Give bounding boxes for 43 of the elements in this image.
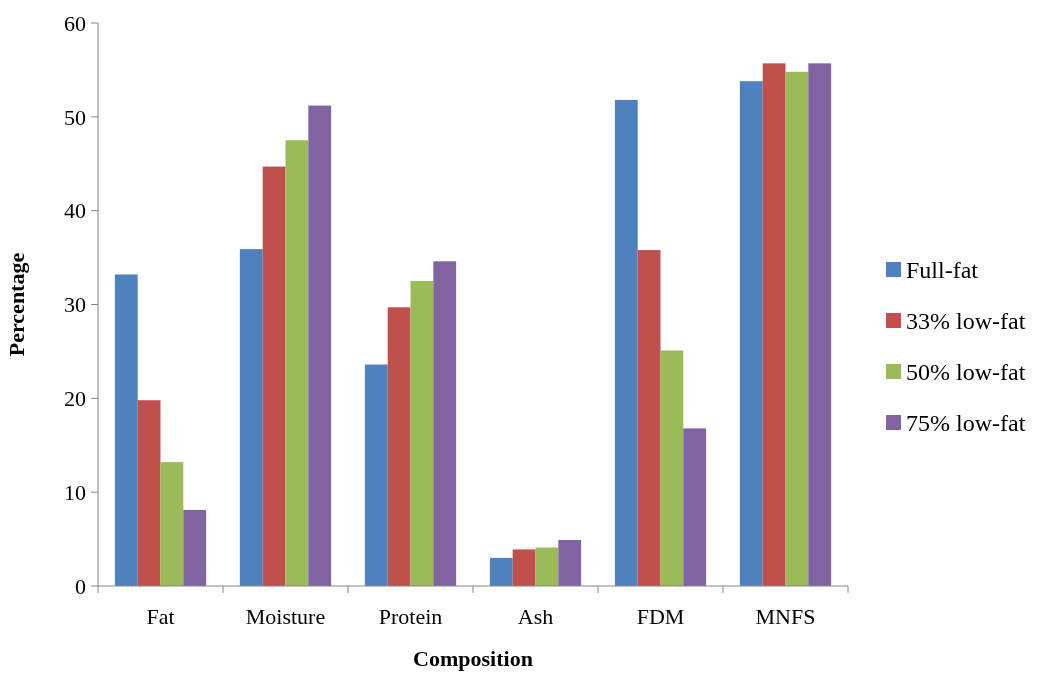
y-tick-label: 50 xyxy=(64,104,86,130)
bar xyxy=(387,307,411,586)
bar xyxy=(808,63,832,586)
bar xyxy=(512,549,536,586)
bar xyxy=(160,462,184,586)
y-tick-label: 30 xyxy=(64,292,86,318)
bar xyxy=(137,400,161,586)
x-tick-label: Protein xyxy=(378,604,443,629)
bar xyxy=(433,261,457,586)
bar xyxy=(762,63,786,586)
legend-label: 33% low-fat xyxy=(906,308,1026,335)
x-tick-label: MNFS xyxy=(755,604,816,629)
legend-label: 50% low-fat xyxy=(906,359,1026,386)
x-axis-title: Composition xyxy=(413,646,533,671)
bar xyxy=(308,105,332,586)
bar xyxy=(183,510,207,586)
legend-label: Full-fat xyxy=(906,257,979,284)
bar xyxy=(262,166,286,586)
y-axis-title: Percentage xyxy=(4,252,29,357)
x-tick-label: Moisture xyxy=(245,604,326,629)
bar xyxy=(785,71,809,586)
y-tick-label: 40 xyxy=(64,198,86,224)
bar xyxy=(489,557,513,586)
bar xyxy=(285,140,309,586)
bar xyxy=(364,364,388,586)
bar xyxy=(558,540,582,586)
bar xyxy=(239,249,263,586)
bar xyxy=(535,547,559,586)
x-tick-label: Fat xyxy=(146,604,175,629)
y-tick-label: 60 xyxy=(64,10,86,36)
bar xyxy=(114,274,138,586)
bar xyxy=(410,281,434,586)
y-tick-label: 0 xyxy=(75,573,86,599)
bar xyxy=(739,81,763,586)
y-tick-label: 20 xyxy=(64,386,86,412)
bar xyxy=(683,428,707,586)
x-tick-label: FDM xyxy=(636,604,685,629)
legend-label: 75% low-fat xyxy=(906,410,1026,437)
bar xyxy=(637,250,661,586)
y-tick-label: 10 xyxy=(64,479,86,505)
x-tick-label: Ash xyxy=(517,604,554,629)
bar xyxy=(614,99,638,586)
bar xyxy=(660,350,684,586)
